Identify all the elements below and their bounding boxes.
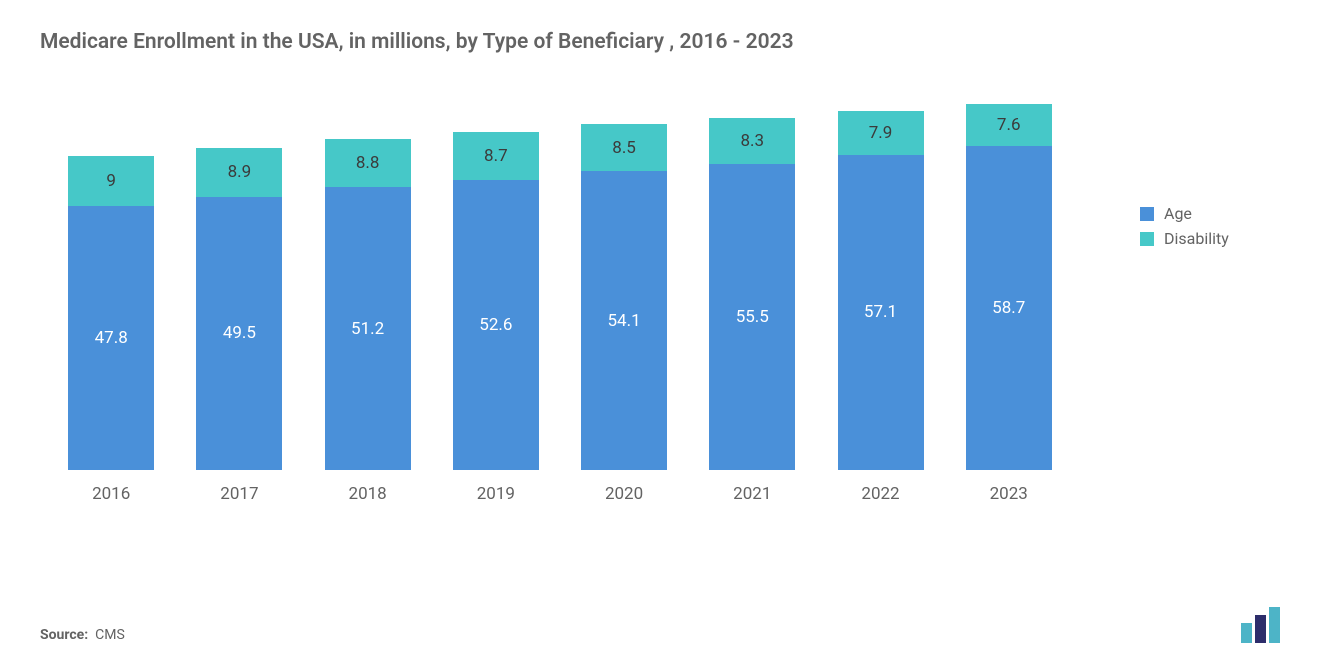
x-axis-label: 2020 xyxy=(605,484,643,504)
bar-segment-age: 54.1 xyxy=(581,171,667,470)
bar-segment-disability: 7.6 xyxy=(966,104,1052,146)
x-axis-label: 2021 xyxy=(733,484,771,504)
footer: Source: CMS xyxy=(40,607,1280,643)
bar-segment-disability: 8.5 xyxy=(581,124,667,171)
legend-item-age: Age xyxy=(1140,204,1229,223)
logo-bar xyxy=(1241,623,1252,643)
bar-column: 8.355.5 2021 xyxy=(691,118,813,504)
source-value: CMS xyxy=(95,627,125,643)
bar-segment-age: 57.1 xyxy=(838,155,924,470)
x-axis-label: 2023 xyxy=(990,484,1028,504)
legend-swatch xyxy=(1140,232,1154,246)
logo-bar xyxy=(1269,607,1280,643)
bar-segment-age: 52.6 xyxy=(453,180,539,470)
bar-column: 7.957.1 2022 xyxy=(819,111,941,504)
bar-stack: 8.851.2 xyxy=(325,139,411,470)
bar-stack: 8.355.5 xyxy=(709,118,795,470)
x-axis-label: 2017 xyxy=(220,484,258,504)
bar-stack: 8.949.5 xyxy=(196,148,282,470)
bar-segment-disability: 8.3 xyxy=(709,118,795,164)
bar-column: 8.949.5 2017 xyxy=(178,148,300,504)
bar-segment-disability: 7.9 xyxy=(838,111,924,155)
x-axis-label: 2022 xyxy=(861,484,899,504)
legend-item-disability: Disability xyxy=(1140,229,1229,248)
plot-area: 947.8 2016 8.949.5 2017 8.851.2 2018 8.752.6 20… xyxy=(40,104,1080,504)
x-axis-label: 2018 xyxy=(349,484,387,504)
bar-stack: 8.554.1 xyxy=(581,124,667,470)
legend-swatch xyxy=(1140,207,1154,221)
brand-logo-icon xyxy=(1241,607,1280,643)
source-text: Source: CMS xyxy=(40,627,125,643)
bar-column: 8.554.1 2020 xyxy=(563,124,685,504)
bar-column: 947.8 2016 xyxy=(50,156,172,504)
bar-segment-age: 55.5 xyxy=(709,164,795,470)
bar-segment-age: 51.2 xyxy=(325,187,411,470)
bar-stack: 8.752.6 xyxy=(453,132,539,471)
bar-stack: 947.8 xyxy=(68,156,154,470)
x-axis-label: 2019 xyxy=(477,484,515,504)
bar-stack: 7.658.7 xyxy=(966,104,1052,470)
logo-bar xyxy=(1255,615,1266,643)
chart-container: 947.8 2016 8.949.5 2017 8.851.2 2018 8.752.6 20… xyxy=(40,104,1280,504)
bar-segment-age: 58.7 xyxy=(966,146,1052,470)
x-axis-label: 2016 xyxy=(92,484,130,504)
bar-segment-disability: 9 xyxy=(68,156,154,206)
bar-column: 8.752.6 2019 xyxy=(435,132,557,505)
bar-segment-disability: 8.7 xyxy=(453,132,539,180)
bar-segment-disability: 8.8 xyxy=(325,139,411,188)
legend-label: Age xyxy=(1164,204,1192,223)
legend: Age Disability xyxy=(1140,204,1229,254)
legend-label: Disability xyxy=(1164,229,1229,248)
bar-segment-disability: 8.9 xyxy=(196,148,282,197)
bar-segment-age: 49.5 xyxy=(196,197,282,470)
bar-column: 7.658.7 2023 xyxy=(948,104,1070,504)
chart-title: Medicare Enrollment in the USA, in milli… xyxy=(40,30,1280,54)
bar-column: 8.851.2 2018 xyxy=(306,139,428,504)
bar-stack: 7.957.1 xyxy=(838,111,924,470)
source-label: Source: xyxy=(40,627,88,643)
bar-segment-age: 47.8 xyxy=(68,206,154,470)
